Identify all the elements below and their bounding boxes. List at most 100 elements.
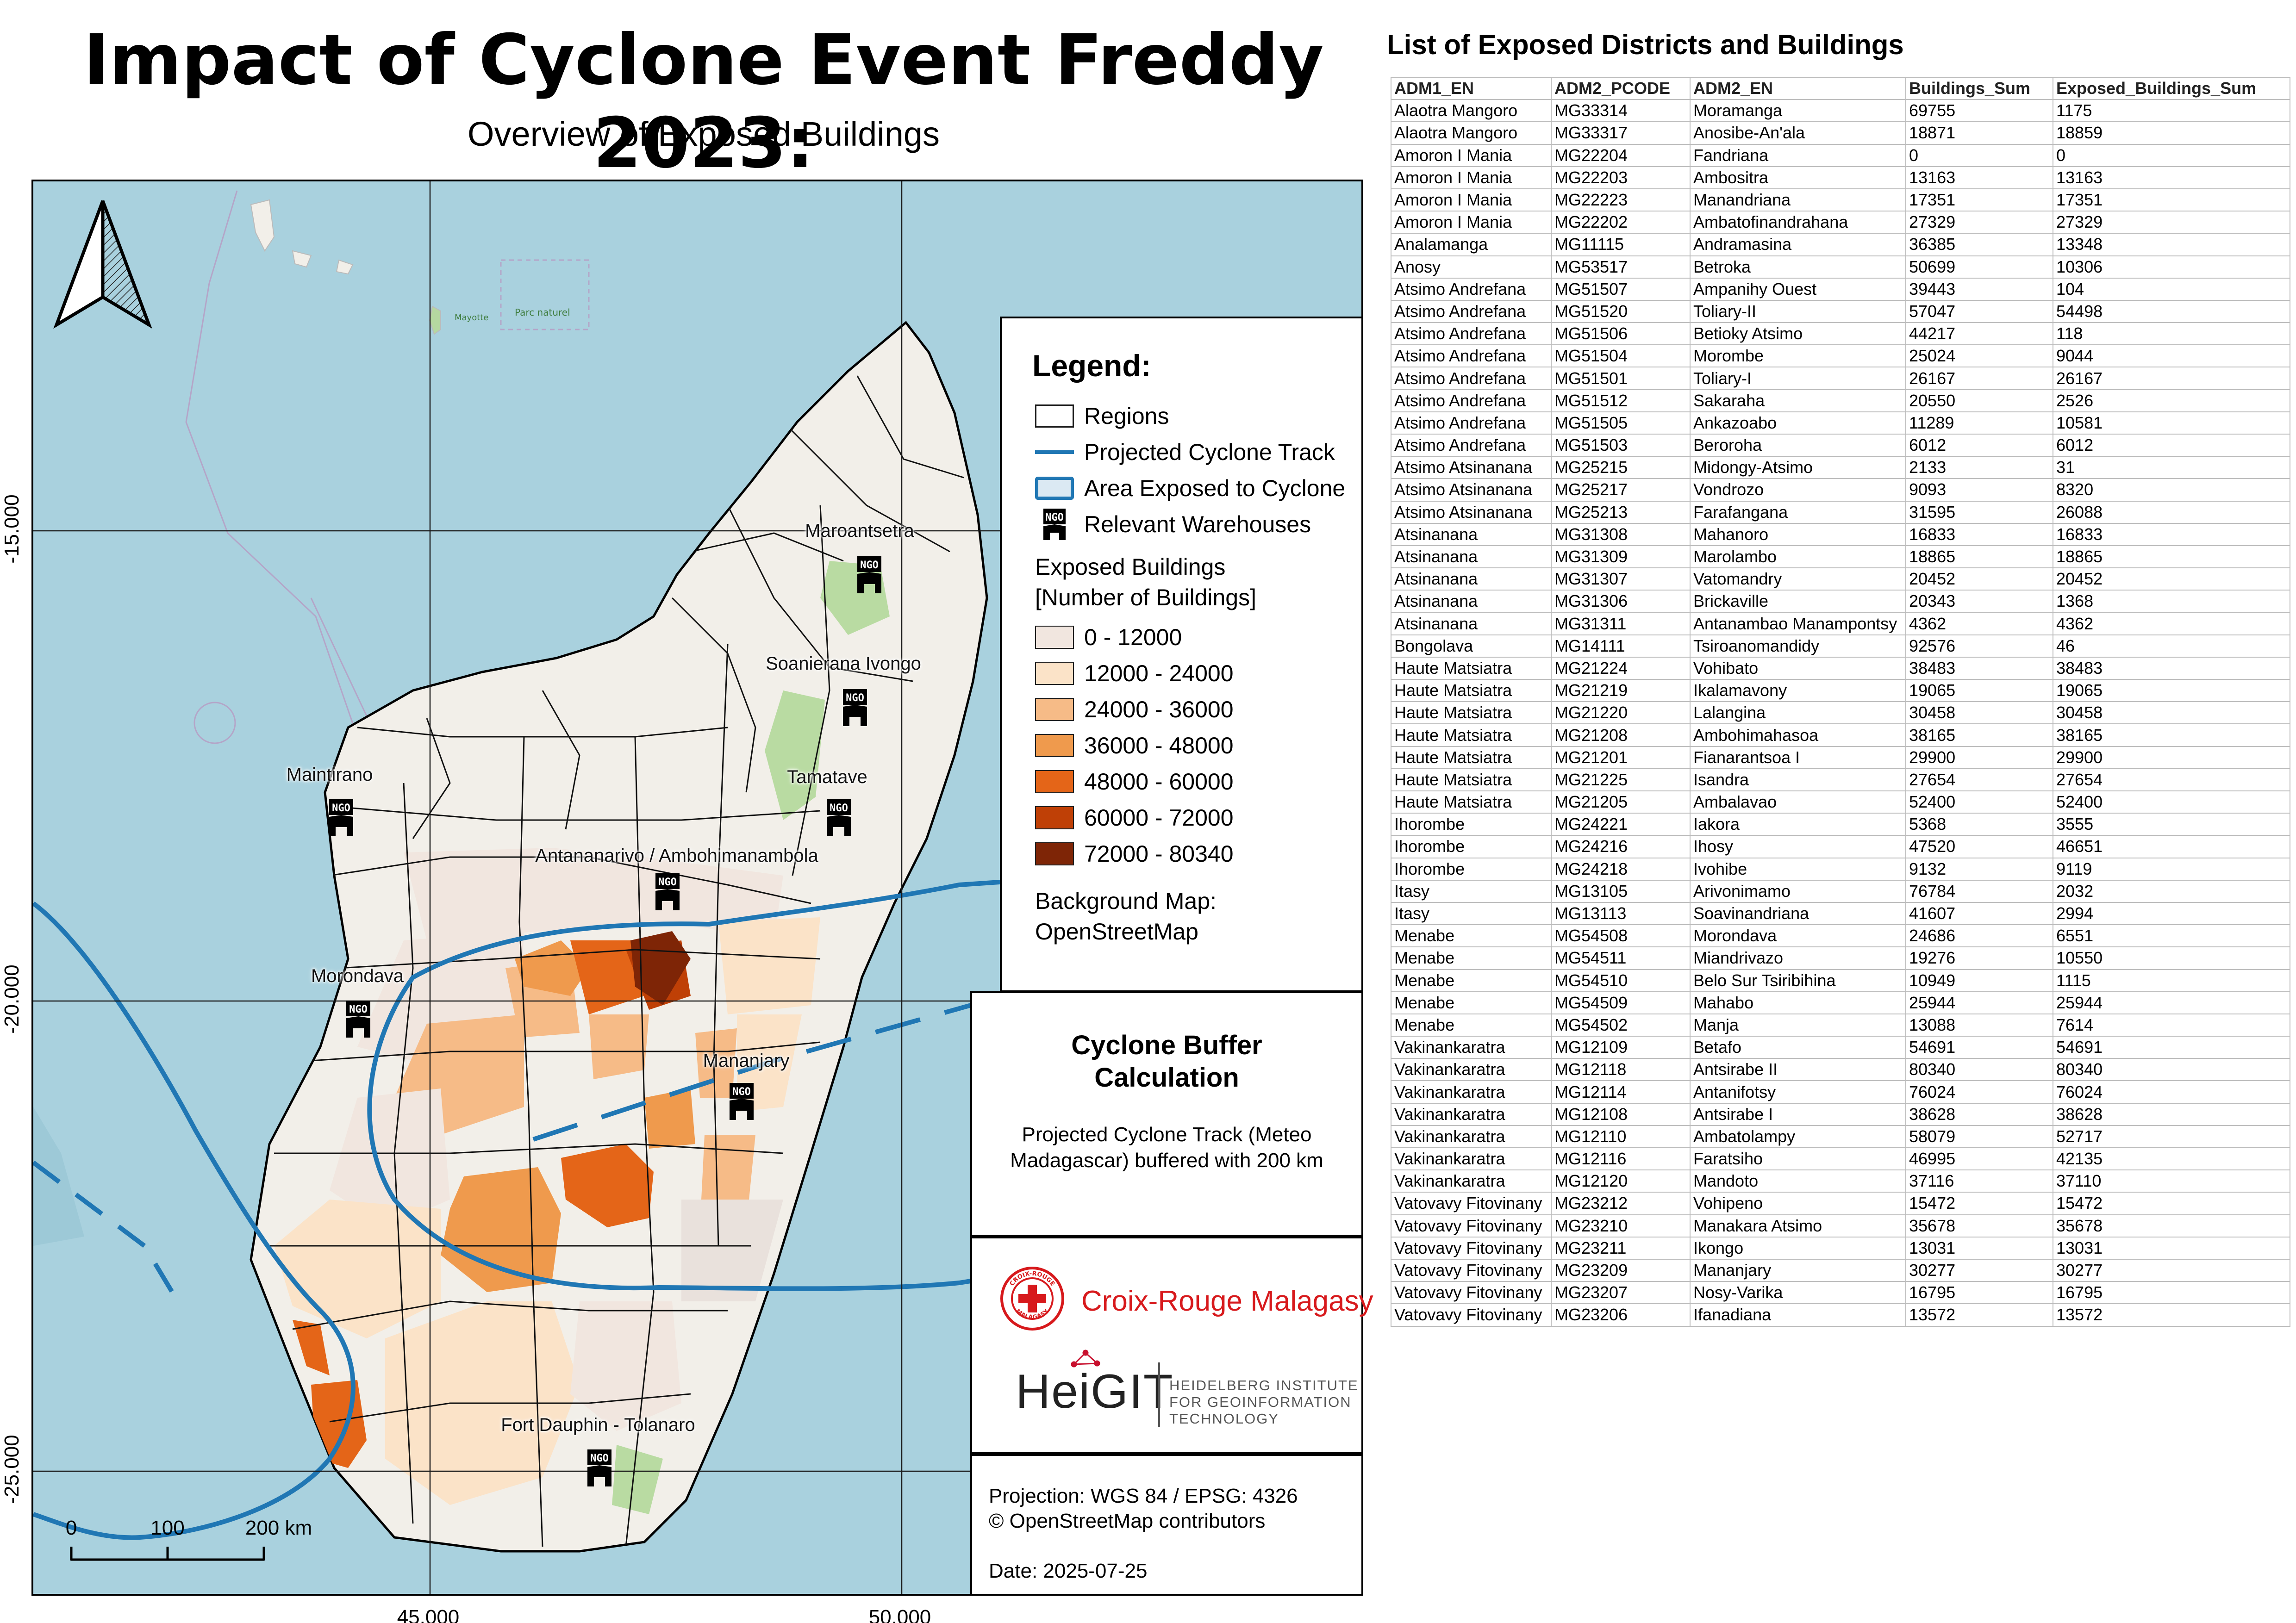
table-cell: Ivohibe — [1690, 857, 1906, 881]
table-cell: 38165 — [1905, 723, 2053, 747]
table-cell: Ambositra — [1690, 166, 1906, 189]
table-cell: Mahabo — [1690, 991, 1906, 1014]
table-cell: 16833 — [1905, 522, 2053, 546]
table-cell: 30458 — [2053, 701, 2290, 725]
table-cell: 29900 — [2053, 746, 2290, 769]
table-row: Menabe MG54508 Morondava 24686 6551 — [1391, 924, 2290, 948]
legend-class-list: 0 - 12000 12000 - 24000 24000 - 36000 36000… — [1035, 619, 1361, 872]
table-cell: Ihorombe — [1391, 835, 1552, 858]
heigit-tag-line: FOR GEOINFORMATION — [1169, 1394, 1352, 1410]
table-cell: 27654 — [2053, 768, 2290, 792]
y-tick-label: -25.000 — [0, 1435, 23, 1504]
table-cell: 17351 — [2053, 188, 2290, 212]
table-cell: Morombe — [1690, 344, 1906, 368]
table-cell: 92576 — [1905, 634, 2053, 658]
warehouse-marker-icon[interactable]: NGO — [346, 1001, 370, 1038]
table-cell: 18871 — [1905, 121, 2053, 145]
table-cell: Fianarantsoa I — [1690, 746, 1906, 769]
warehouse-marker-icon[interactable]: NGO — [329, 799, 353, 836]
table-cell: MG24221 — [1551, 813, 1691, 836]
table-cell: Ihosy — [1690, 835, 1906, 858]
legend-class-item: 12000 - 24000 — [1035, 655, 1361, 691]
legend-class-label: 24000 - 36000 — [1084, 696, 1234, 722]
table-row: Vakinankaratra MG12109 Betafo 54691 54691 — [1391, 1036, 2290, 1059]
legend-class-item: 72000 - 80340 — [1035, 836, 1361, 872]
table-cell: MG11115 — [1551, 233, 1691, 256]
table-cell: Haute Matsiatra — [1391, 768, 1552, 792]
table-cell: Lalangina — [1690, 701, 1906, 725]
table-cell: 50699 — [1905, 255, 2053, 279]
table-row: Atsimo Atsinanana MG25213 Farafangana 31595… — [1391, 500, 2290, 524]
table-cell: 57047 — [1905, 299, 2053, 323]
legend-class-swatch — [1035, 734, 1074, 757]
legend-class-item: 36000 - 48000 — [1035, 728, 1361, 764]
table-cell: Haute Matsiatra — [1391, 746, 1552, 769]
table-row: Haute Matsiatra MG21201 Fianarantsoa I 2990… — [1391, 746, 2290, 769]
table-cell: 16795 — [2053, 1281, 2290, 1305]
table-cell: 26088 — [2053, 500, 2290, 524]
table-cell: 58079 — [1905, 1125, 2053, 1149]
warehouse-badge-text: NGO — [830, 802, 848, 814]
island-eez-ring — [193, 702, 236, 744]
table-row: Alaotra Mangoro MG33314 Moramanga 69755 1175 — [1391, 99, 2290, 123]
table-cell: 76784 — [1905, 879, 2053, 903]
warehouse-marker-icon[interactable]: NGO — [655, 873, 680, 910]
table-cell: Vakinankaratra — [1391, 1080, 1552, 1104]
table-row: Vatovavy Fitovinany MG23206 Ifanadiana 1357… — [1391, 1303, 2290, 1327]
district-class-4 — [561, 1144, 654, 1227]
table-cell: Amoron I Mania — [1391, 143, 1552, 167]
table-cell: Manakara Atsimo — [1690, 1214, 1906, 1237]
table-cell: 37110 — [2053, 1169, 2290, 1193]
warehouse-marker-icon[interactable]: NGO — [827, 799, 851, 836]
table-row: Bongolava MG14111 Tsiroanomandidy 92576 46 — [1391, 634, 2290, 658]
warehouse-marker-icon[interactable]: NGO — [587, 1449, 611, 1486]
legend-panel: Legend: Regions Projected Cyclone Track … — [1000, 317, 1363, 992]
table-row: Itasy MG13105 Arivonimamo 76784 2032 — [1391, 879, 2290, 903]
table-cell: Atsinanana — [1391, 567, 1552, 591]
table-cell: Betioky Atsimo — [1690, 322, 1906, 346]
table-cell: MG25217 — [1551, 478, 1691, 502]
warehouse-marker-icon[interactable]: NGO — [857, 556, 881, 593]
buffer-description: Projected Cyclone Track (Meteo Madagasca… — [1010, 1123, 1323, 1172]
table-cell: Belo Sur Tsiribihina — [1690, 969, 1906, 992]
projection-panel: Projection: WGS 84 / EPSG: 4326 © OpenSt… — [970, 1454, 1363, 1596]
table-cell: 18859 — [2053, 121, 2290, 145]
table-cell: Moramanga — [1690, 99, 1906, 123]
warehouse-marker-icon[interactable]: NGO — [843, 689, 867, 726]
table-cell: Andramasina — [1690, 233, 1906, 256]
table-cell: 9132 — [1905, 857, 2053, 881]
table-row: Haute Matsiatra MG21220 Lalangina 30458 3045… — [1391, 701, 2290, 725]
warehouse-badge-text: NGO — [860, 560, 879, 571]
table-cell: MG51504 — [1551, 344, 1691, 368]
table-cell: 38628 — [1905, 1102, 2053, 1126]
buffer-title: Cyclone Buffer Calculation — [1071, 1030, 1262, 1093]
legend-class-item: 60000 - 72000 — [1035, 800, 1361, 836]
table-column-header: Buildings_Sum — [1905, 76, 2053, 100]
table-cell: Ankazoabo — [1690, 411, 1906, 435]
maritime-boundary — [185, 190, 358, 737]
table-cell: 10949 — [1905, 969, 2053, 992]
y-tick-label: -20.000 — [0, 964, 23, 1034]
table-cell: MG54508 — [1551, 924, 1691, 948]
table-cell: Ifanadiana — [1690, 1303, 1906, 1327]
table-cell: Atsinanana — [1391, 545, 1552, 569]
warehouse-marker-icon[interactable]: NGO — [730, 1083, 754, 1120]
table-cell: Mahanoro — [1690, 522, 1906, 546]
warehouse-label-morondava: Morondava — [311, 966, 404, 986]
warehouse-badge-text: NGO — [1045, 512, 1064, 523]
table-cell: Ambohimahasoa — [1690, 723, 1906, 747]
table-cell: MG22204 — [1551, 143, 1691, 167]
table-row: Atsinanana MG31307 Vatomandry 20452 20452 — [1391, 567, 2290, 591]
table-row: Haute Matsiatra MG21205 Ambalavao 52400 5240… — [1391, 790, 2290, 814]
table-cell: MG25215 — [1551, 456, 1691, 479]
y-tick-label: -15.000 — [0, 494, 23, 564]
table-cell: Vakinankaratra — [1391, 1147, 1552, 1171]
table-row: Atsinanana MG31309 Marolambo 18865 18865 — [1391, 545, 2290, 569]
table-cell: Vatovavy Fitovinany — [1391, 1236, 1552, 1260]
table-cell: Faratsiho — [1690, 1147, 1906, 1171]
north-arrow-icon — [53, 200, 152, 329]
legend-background-source: OpenStreetMap — [1035, 919, 1198, 945]
table-cell: 80340 — [1905, 1058, 2053, 1082]
table-column-header: Exposed_Buildings_Sum — [2053, 76, 2290, 100]
table-cell: Atsimo Andrefana — [1391, 389, 1552, 412]
